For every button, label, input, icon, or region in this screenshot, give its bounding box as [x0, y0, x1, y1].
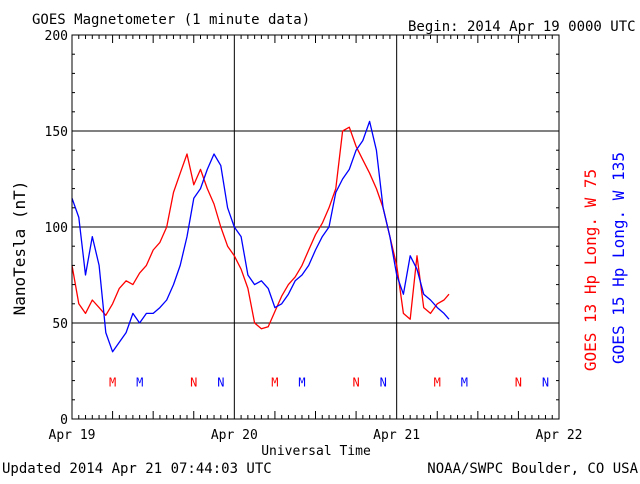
x-axis-ticks: Apr 19 Apr 20 Apr 21 Apr 22	[49, 35, 583, 443]
x-tick-label: Apr 19	[49, 428, 96, 443]
goes13-marker: M	[109, 375, 116, 389]
y-tick-label: 50	[52, 317, 68, 332]
y-axis-ticks: 0 50 100 150 200	[45, 29, 559, 428]
goes15-marker: N	[217, 375, 224, 389]
x-tick-label: Apr 21	[373, 428, 420, 443]
x-tick-label: Apr 22	[536, 428, 583, 443]
updated-timestamp: Updated 2014 Apr 21 07:44:03 UTC	[2, 461, 272, 477]
y-tick-label: 200	[45, 29, 68, 44]
goes15-marker: M	[298, 375, 305, 389]
grid	[72, 35, 559, 419]
legend-goes13: GOES 13 Hp Long. W 75	[581, 169, 600, 371]
y-axis-label: NanoTesla (nT)	[10, 181, 29, 316]
y-tick-label: 150	[45, 125, 68, 140]
begin-time-label: Begin: 2014 Apr 19 0000 UTC	[408, 19, 636, 35]
goes13-marker: M	[434, 375, 441, 389]
noaa-credit: NOAA/SWPC Boulder, CO USA	[427, 461, 638, 477]
goes13-marker: N	[190, 375, 197, 389]
goes13-marker: N	[352, 375, 359, 389]
goes15-marker: N	[380, 375, 387, 389]
mn-markers: M N M N M NM N M N M N	[109, 375, 549, 389]
x-axis-label: Universal Time	[261, 444, 371, 459]
goes13-line	[71, 126, 450, 330]
chart-title: GOES Magnetometer (1 minute data)	[32, 12, 310, 28]
goes13-marker: M	[271, 375, 278, 389]
x-tick-label: Apr 20	[211, 428, 258, 443]
y-tick-label: 0	[60, 413, 68, 428]
goes15-marker: N	[542, 375, 549, 389]
series-lines	[71, 120, 450, 353]
goes15-marker: M	[136, 375, 143, 389]
y-tick-label: 100	[45, 221, 68, 236]
goes13-marker: N	[515, 375, 522, 389]
goes15-line	[71, 120, 450, 353]
goes15-marker: M	[461, 375, 468, 389]
legend-goes15: GOES 15 Hp Long. W 135	[609, 152, 628, 364]
